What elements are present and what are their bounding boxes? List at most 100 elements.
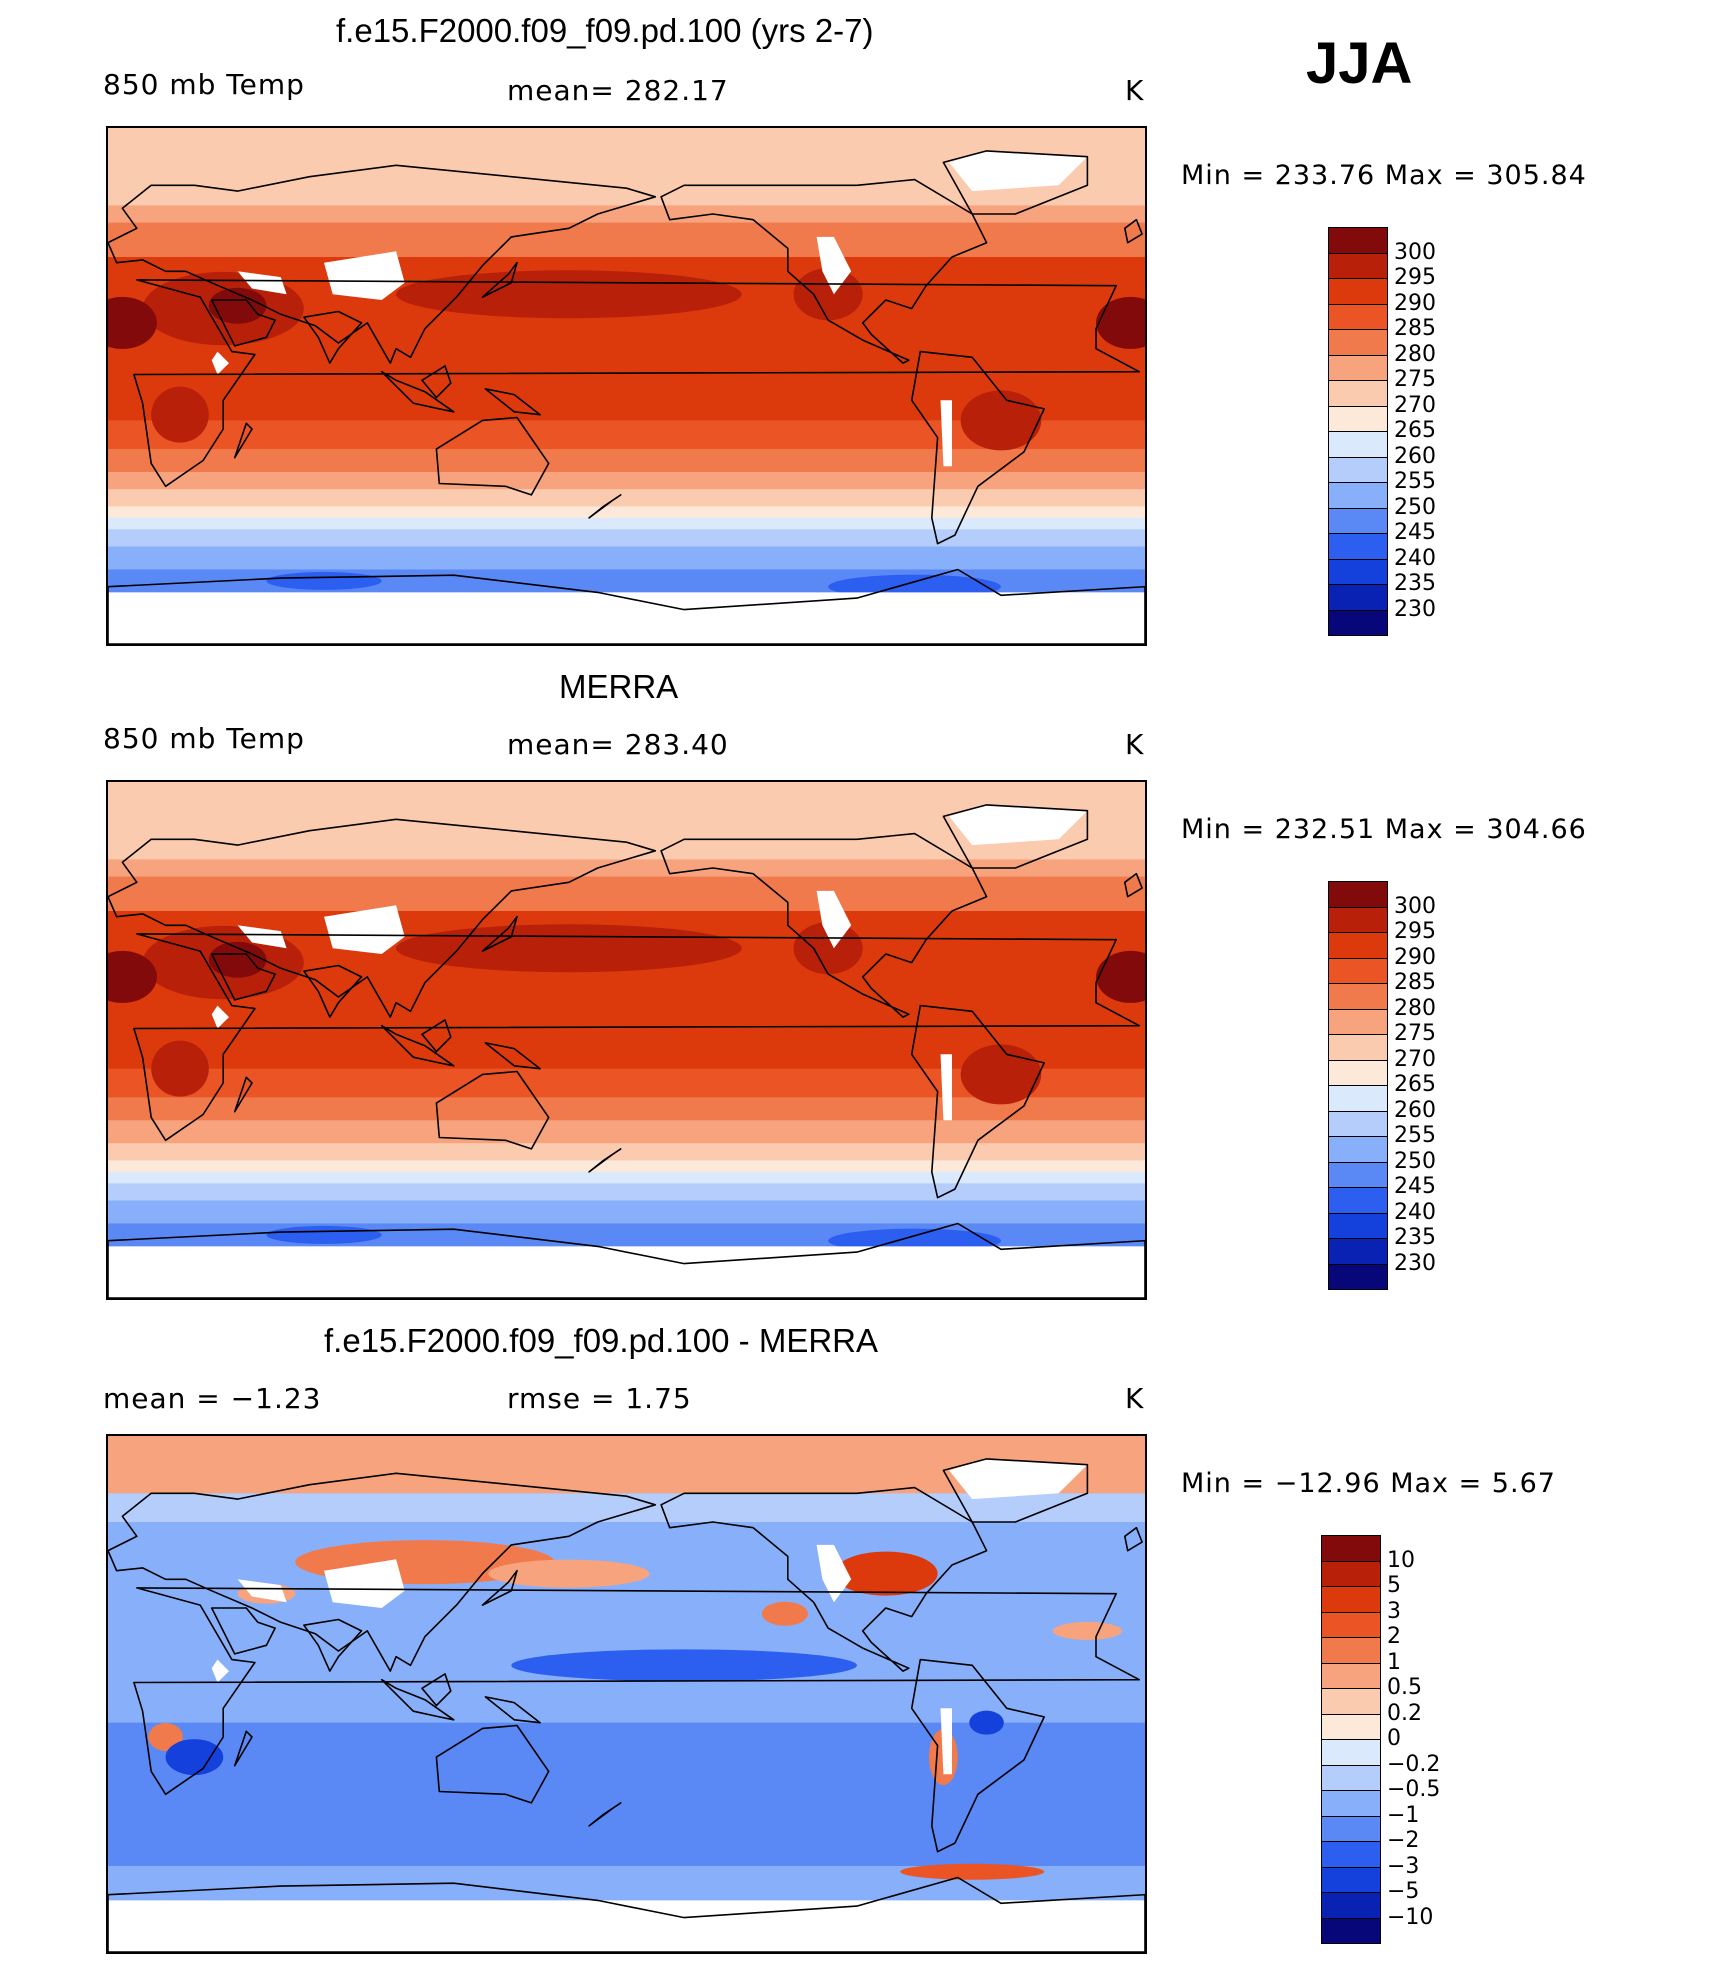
panel-3-colorbar-cell [1321, 1866, 1381, 1893]
coastline-india [303, 964, 363, 1018]
warm-anomaly-region [793, 268, 863, 321]
temperature-band [108, 859, 1145, 878]
panel-2-colorbar-cell [1328, 1059, 1388, 1086]
cold-anomaly-region [511, 1649, 857, 1682]
coastline-greenland [942, 1458, 1089, 1523]
coastline-borneo [421, 1673, 452, 1707]
coastline-borneo [421, 1019, 452, 1053]
panel-1-colorbar-cell [1328, 533, 1388, 560]
temperature-band [108, 1097, 1145, 1122]
panel-1-colorbar-cell [1328, 329, 1388, 356]
coastline-samerica [910, 350, 1045, 545]
panel-2-colorbar-label: 290 [1394, 944, 1436, 970]
missing-data-region [237, 271, 287, 295]
panel-2-colorbar-cell [1328, 1238, 1388, 1265]
missing-data-region [940, 1708, 952, 1775]
panel-3-colorbar-cell [1321, 1713, 1381, 1740]
coastline-namerica [660, 832, 988, 1018]
season-label: JJA [1306, 31, 1413, 96]
coastline-greenland [942, 150, 1089, 215]
coastline-india [303, 310, 363, 364]
coastline-newguinea [484, 388, 541, 416]
warm-anomaly-region [108, 296, 157, 349]
missing-data-region [108, 1246, 1145, 1298]
panel-3-units: K [1125, 1382, 1145, 1415]
coastline-africa [133, 279, 1140, 488]
cold-band [266, 571, 382, 590]
coastline-samerica [910, 1004, 1045, 1199]
panel-1-colorbar-cell [1328, 303, 1388, 330]
panel-1-colorbar-cell [1328, 405, 1388, 432]
missing-data-region [816, 236, 852, 295]
panel-3-minmax: Min = −12.96 Max = 5.67 [1181, 1468, 1556, 1499]
panel-2-colorbar-label: 260 [1394, 1097, 1436, 1123]
warm-anomaly-region [793, 922, 863, 975]
panel-1-title: f.e15.F2000.f09_f09.pd.100 (yrs 2-7) [336, 12, 874, 49]
panel-1-colorbar-label: 245 [1394, 520, 1436, 545]
missing-data-region [237, 925, 287, 949]
panel-2-colorbar-cell [1328, 983, 1388, 1010]
panel-3-colorbar-cell [1321, 1662, 1381, 1689]
warm-anomaly-region [151, 386, 209, 443]
coastline-newguinea [484, 1042, 541, 1070]
missing-data-region [211, 351, 229, 375]
panel-3-colorbar-cell [1321, 1586, 1381, 1613]
panel-2-colorbar-label: 245 [1394, 1174, 1436, 1199]
temperature-band [108, 1120, 1145, 1145]
panel-3-colorbar-cell [1321, 1790, 1381, 1817]
panel-3-map [106, 1434, 1147, 1954]
panel-2-colorbar-label: 240 [1394, 1199, 1436, 1225]
warm-anomaly-region [151, 1040, 209, 1097]
panel-1-colorbar-label: 255 [1394, 469, 1436, 494]
temperature-band [108, 449, 1145, 473]
coastline-australia [435, 416, 550, 496]
warm-anomaly-region [960, 390, 1042, 451]
panel-2-colorbar-cell [1328, 1136, 1388, 1163]
cold-band [266, 1225, 382, 1244]
panel-3-colorbar-cell [1321, 1892, 1381, 1919]
panel-2-colorbar-cell [1328, 1263, 1388, 1290]
panel-3-colorbar-cell [1321, 1815, 1381, 1842]
panel-2-colorbar-cell [1328, 1187, 1388, 1214]
panel-3-colorbar-label: 0.5 [1387, 1675, 1422, 1700]
panel-2-colorbar-cell [1328, 1085, 1388, 1112]
panel-1-field [108, 128, 1145, 644]
temperature-band [108, 1171, 1145, 1185]
missing-data-region [108, 1900, 1145, 1952]
panel-2-colorbar-label: 295 [1394, 919, 1436, 944]
panel-3-colorbar-label: 5 [1387, 1573, 1401, 1598]
coastline-arabia [210, 1607, 276, 1655]
panel-1-colorbar-label: 230 [1394, 596, 1436, 622]
coastline-nz [588, 1148, 622, 1173]
panel-1-colorbar-label: 300 [1394, 239, 1436, 265]
panel-1-colorbar-label: 290 [1394, 290, 1436, 316]
panel-3-colorbar-cell [1321, 1688, 1381, 1715]
panel-1-units: K [1125, 74, 1145, 107]
panel-2-minmax: Min = 232.51 Max = 304.66 [1181, 814, 1587, 845]
missing-data-region [949, 150, 1088, 192]
panel-1-colorbar-label: 240 [1394, 545, 1436, 571]
missing-data-region [940, 400, 952, 467]
panel-1-colorbar-cell [1328, 609, 1388, 636]
coastline-indonesia [380, 1024, 455, 1067]
panel-3-colorbar-label: 2 [1387, 1624, 1401, 1649]
panel-2-colorbar-label: 285 [1394, 970, 1436, 995]
coastline-borneo [421, 365, 452, 399]
panel-3-colorbar-label: 3 [1387, 1598, 1401, 1624]
panel-1-colorbar-cell [1328, 227, 1388, 254]
coastline-namerica [660, 178, 988, 364]
panel-3-colorbar-cell [1321, 1611, 1381, 1638]
panel-3-colorbar-label: −0.2 [1387, 1751, 1441, 1777]
coastline-antarctica [108, 1876, 1145, 1952]
panel-1-map [106, 126, 1147, 646]
panel-1-colorbar-cell [1328, 507, 1388, 534]
panel-2-colorbar-cell [1328, 881, 1388, 908]
panel-3-colorbar-label: 1 [1387, 1649, 1401, 1675]
warm-anomaly-region [108, 950, 157, 1003]
panel-1-colorbar-cell [1328, 558, 1388, 585]
coastline-eurasia [108, 164, 657, 364]
panel-2-colorbar-cell [1328, 906, 1388, 933]
temperature-band [108, 1143, 1145, 1162]
missing-data-region [816, 1544, 852, 1603]
panel-2-colorbar-label: 255 [1394, 1123, 1436, 1148]
